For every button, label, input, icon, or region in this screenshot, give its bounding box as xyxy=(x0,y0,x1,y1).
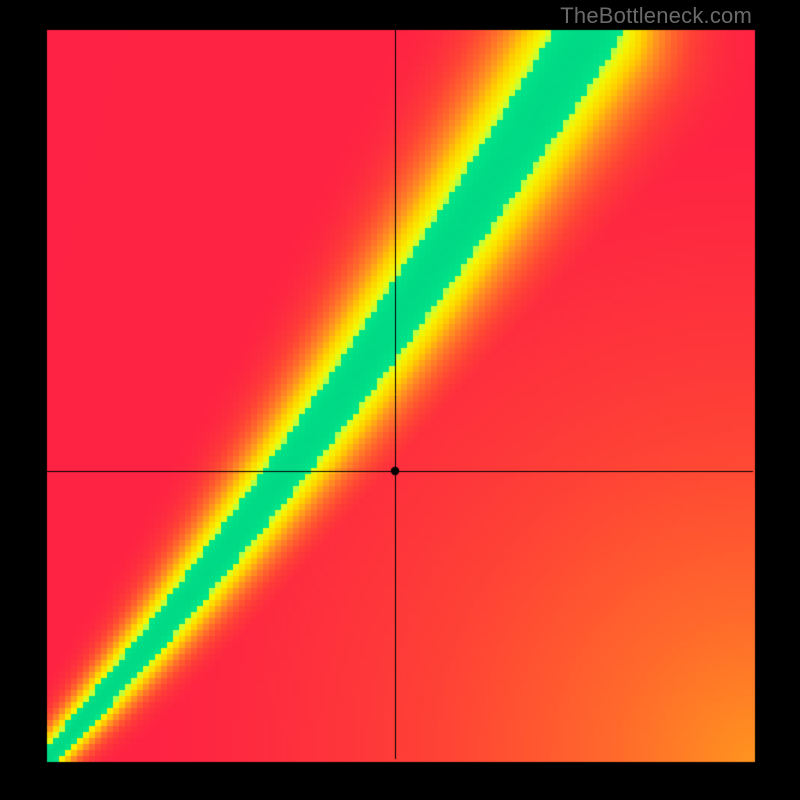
watermark-text: TheBottleneck.com xyxy=(560,3,752,29)
bottleneck-heatmap xyxy=(0,0,800,800)
stage: TheBottleneck.com xyxy=(0,0,800,800)
